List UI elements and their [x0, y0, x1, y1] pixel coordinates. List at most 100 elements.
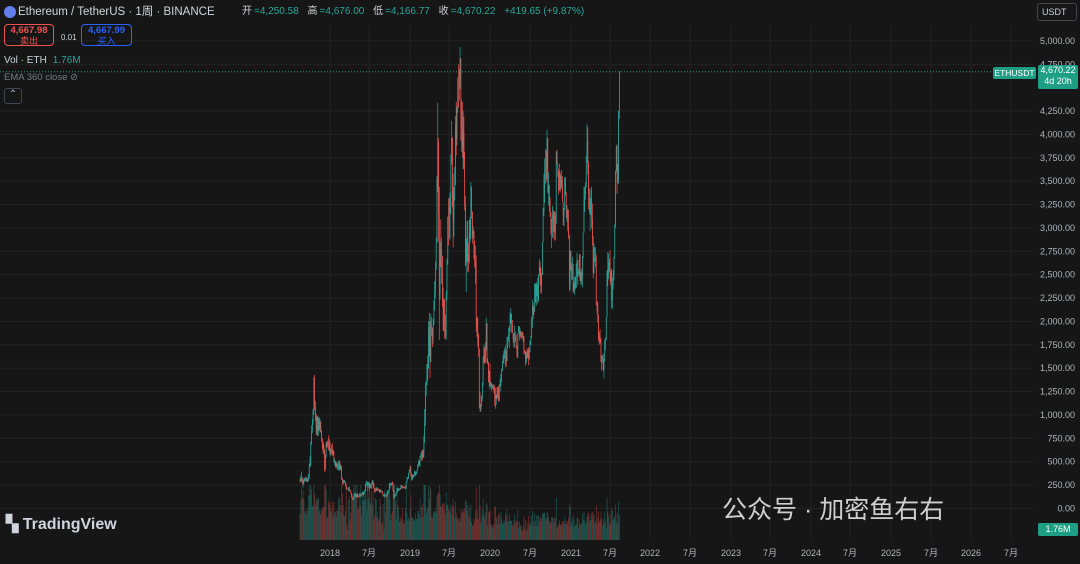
volume-bar — [539, 518, 541, 540]
eye-hidden-icon[interactable]: ⊘ — [70, 72, 78, 83]
candle-body — [615, 145, 617, 171]
candle-body — [440, 249, 442, 251]
volume-bar — [610, 523, 612, 540]
candle-body — [393, 490, 395, 498]
ema-legend[interactable]: EMA 360 close ⊘ — [4, 71, 78, 85]
volume-bar — [424, 485, 426, 540]
volume-bar — [429, 486, 431, 540]
candle-body — [595, 257, 596, 260]
volume-bar — [414, 520, 416, 540]
candle-body — [438, 142, 439, 213]
volume-bar — [510, 520, 512, 540]
volume-bar — [512, 525, 514, 540]
time-tick-label: 2024 — [801, 548, 821, 558]
volume-bar — [426, 509, 428, 540]
candle-body — [604, 341, 606, 360]
candle-body — [426, 364, 428, 385]
volume-bar — [457, 519, 459, 540]
candle-body — [478, 348, 480, 407]
candle-body — [387, 492, 389, 495]
volume-bar — [348, 500, 349, 540]
candle-body — [532, 306, 534, 311]
candle-body — [378, 489, 380, 491]
candle-body — [504, 350, 506, 357]
volume-bar — [482, 498, 484, 540]
volume-bar — [345, 491, 347, 540]
time-tick-label: 7月 — [362, 548, 376, 558]
candle-body — [481, 396, 482, 405]
candle-body — [423, 438, 425, 453]
candle-body — [567, 212, 569, 227]
tradingview-wordmark: TradingView — [22, 516, 117, 533]
volume-bar — [615, 521, 617, 540]
candle-body — [381, 491, 383, 494]
candle-body — [427, 364, 429, 369]
candle-body — [341, 466, 342, 479]
volume-bar — [593, 514, 595, 540]
volume-bar — [599, 521, 600, 540]
candle-body — [482, 385, 483, 397]
volume-bar — [316, 498, 318, 540]
volume-bar — [445, 492, 447, 540]
time-tick-label: 7月 — [1004, 548, 1018, 558]
volume-bar — [438, 485, 440, 540]
volume-bar — [499, 524, 501, 540]
candle-body — [532, 306, 533, 320]
candle-body — [553, 215, 555, 220]
volume-bar — [515, 523, 516, 540]
volume-bar — [362, 500, 364, 540]
candle-body — [431, 327, 432, 330]
volume-bar — [539, 521, 540, 540]
volume-bar — [384, 490, 386, 540]
volume-bar — [354, 492, 356, 540]
candle-body — [617, 170, 619, 180]
candle-body — [551, 218, 552, 232]
candle-body — [415, 471, 416, 475]
candle-body — [485, 323, 487, 346]
candle-body — [562, 201, 564, 216]
candle-body — [433, 307, 435, 326]
candle-body — [411, 475, 413, 480]
candle-body — [529, 340, 531, 351]
volume-bar — [598, 511, 599, 540]
candle-body — [416, 470, 418, 473]
volume-bar — [521, 529, 523, 540]
candle-body — [376, 488, 378, 491]
volume-bar — [585, 524, 586, 540]
candle-body — [444, 312, 446, 328]
price-tick-label: 3,000.00 — [1040, 223, 1075, 233]
candle-body — [555, 218, 556, 233]
candle-body — [395, 492, 397, 496]
candle-body — [303, 480, 305, 483]
volume-bar — [392, 511, 393, 540]
volume-bar — [442, 503, 443, 540]
volume-legend[interactable]: Vol · ETH 1.76M — [4, 54, 81, 68]
candle-body — [538, 274, 539, 302]
buy-button[interactable]: 4,667.99 买入 — [81, 24, 132, 46]
volume-bar — [535, 520, 536, 540]
candle-body — [445, 294, 447, 337]
candle-body — [448, 217, 449, 219]
volume-bar — [421, 507, 422, 540]
volume-bar — [448, 512, 450, 540]
candle-body — [606, 272, 608, 317]
candle-body — [385, 494, 386, 496]
currency-unit-button[interactable]: USDT — [1037, 3, 1077, 21]
volume-bar — [315, 504, 316, 540]
candle-body — [315, 405, 316, 416]
collapse-legend-button[interactable]: ⌃ — [4, 88, 22, 104]
candle-body — [311, 431, 312, 444]
candle-body — [388, 485, 390, 491]
sell-button[interactable]: 4,667.98 卖出 — [4, 24, 54, 46]
volume-bar — [605, 520, 606, 540]
volume-bar — [534, 513, 536, 540]
volume-bar — [452, 499, 454, 540]
tradingview-logo[interactable]: ▚ TradingView — [6, 516, 117, 533]
candle-body — [468, 234, 470, 262]
candle-body — [608, 261, 610, 263]
volume-bar — [525, 520, 526, 540]
symbol-title[interactable]: Ethereum / TetherUS · 1周 · BINANCE — [18, 6, 215, 18]
candle-body — [343, 481, 345, 483]
volume-bar — [418, 514, 420, 540]
